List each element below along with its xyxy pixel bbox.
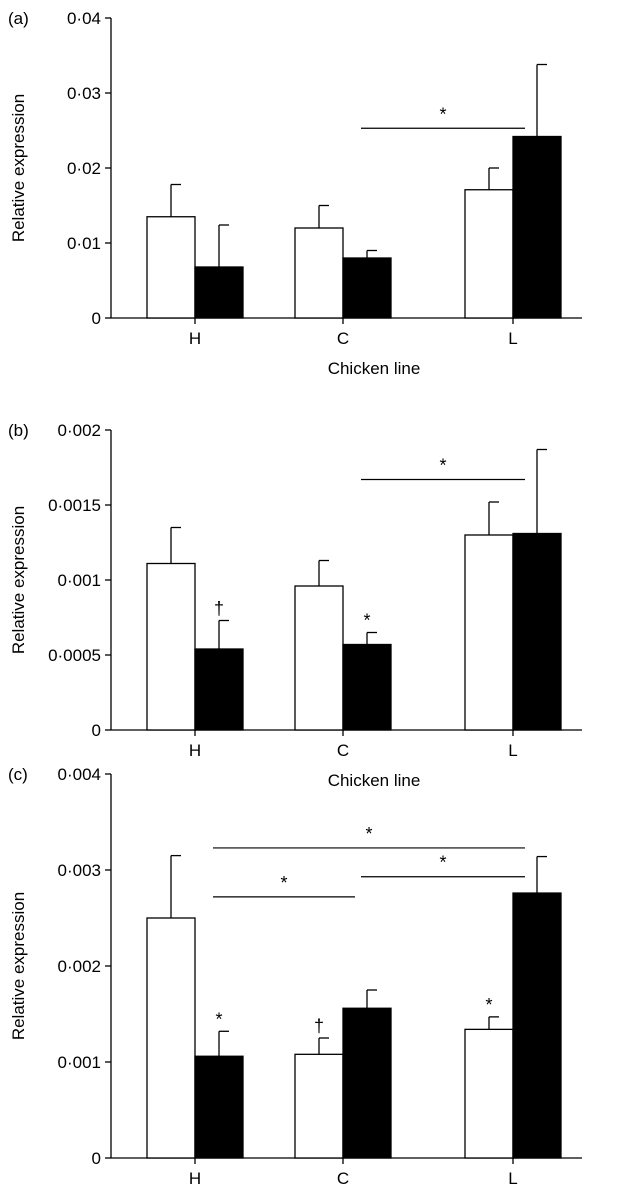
bar-white [294,227,344,319]
bar-white [146,216,196,319]
y-tick-label: 0·04 [67,9,101,28]
x-tick-label: H [189,329,201,348]
y-tick-label: 0·003 [58,861,101,880]
bar-white [294,585,344,731]
bar-black [194,1055,244,1159]
y-tick-label: 0·03 [67,84,101,103]
x-axis-title: Chicken line [328,771,421,790]
significance-mark: * [485,995,492,1015]
panel-label: (b) [8,421,29,440]
chart-panel-b: (b) 0 0·0005 0·001 0·0015 0·002 Relative expre… [8,421,582,790]
comparison-mark: * [439,853,446,873]
y-tick-label: 0 [92,309,101,328]
panel-label: (c) [8,765,28,784]
y-tick-label: 0·02 [67,159,101,178]
bar-white [464,1028,514,1159]
significance-mark: * [363,611,370,631]
y-tick-label: 0·002 [58,957,101,976]
significance-mark: † [314,1016,324,1036]
bar-black [342,643,392,731]
y-tick-label: 0·0015 [48,496,101,515]
bar-black [342,257,392,319]
comparison-mark: * [439,456,446,476]
chart-panel-a: (a) 0 0·01 0·02 0·03 0·04 Relative expression H… [8,9,582,378]
bar-white [146,562,196,731]
comparison-mark: * [365,824,372,844]
bar-black [512,532,562,731]
comparison-mark: * [280,873,287,893]
bar-black [342,1007,392,1159]
y-axis-title: Relative expression [9,94,28,242]
significance-mark: * [215,1009,222,1029]
bar-white [464,189,514,319]
x-tick-label: L [508,1169,517,1188]
panel-label: (a) [8,9,29,28]
bar-white [294,1053,344,1159]
bar-white [464,534,514,731]
y-tick-label: 0·002 [58,421,101,440]
y-axis-title: Relative expression [9,892,28,1040]
chart-panel-c: (c) 0 0·001 0·002 0·003 0·004 Relative express… [8,765,582,1188]
x-tick-label: C [337,1169,349,1188]
x-tick-label: L [508,329,517,348]
x-tick-label: C [337,741,349,760]
x-tick-label: L [508,741,517,760]
x-axis-title: Chicken line [328,359,421,378]
bar-black [512,892,562,1159]
bar-black [194,648,244,731]
comparison-mark: * [439,104,446,124]
bar-black [194,266,244,319]
y-tick-label: 0·001 [58,1053,101,1072]
y-tick-label: 0·01 [67,234,101,253]
y-tick-label: 0 [92,1149,101,1168]
x-tick-label: H [189,741,201,760]
x-tick-label: H [189,1169,201,1188]
y-tick-label: 0·0005 [48,646,101,665]
y-tick-label: 0·001 [58,571,101,590]
y-tick-label: 0 [92,721,101,740]
y-tick-label: 0·004 [58,765,101,784]
y-axis-title: Relative expression [9,506,28,654]
x-tick-label: C [337,329,349,348]
bar-black [512,135,562,319]
bar-white [146,917,196,1159]
significance-mark: † [214,599,224,619]
